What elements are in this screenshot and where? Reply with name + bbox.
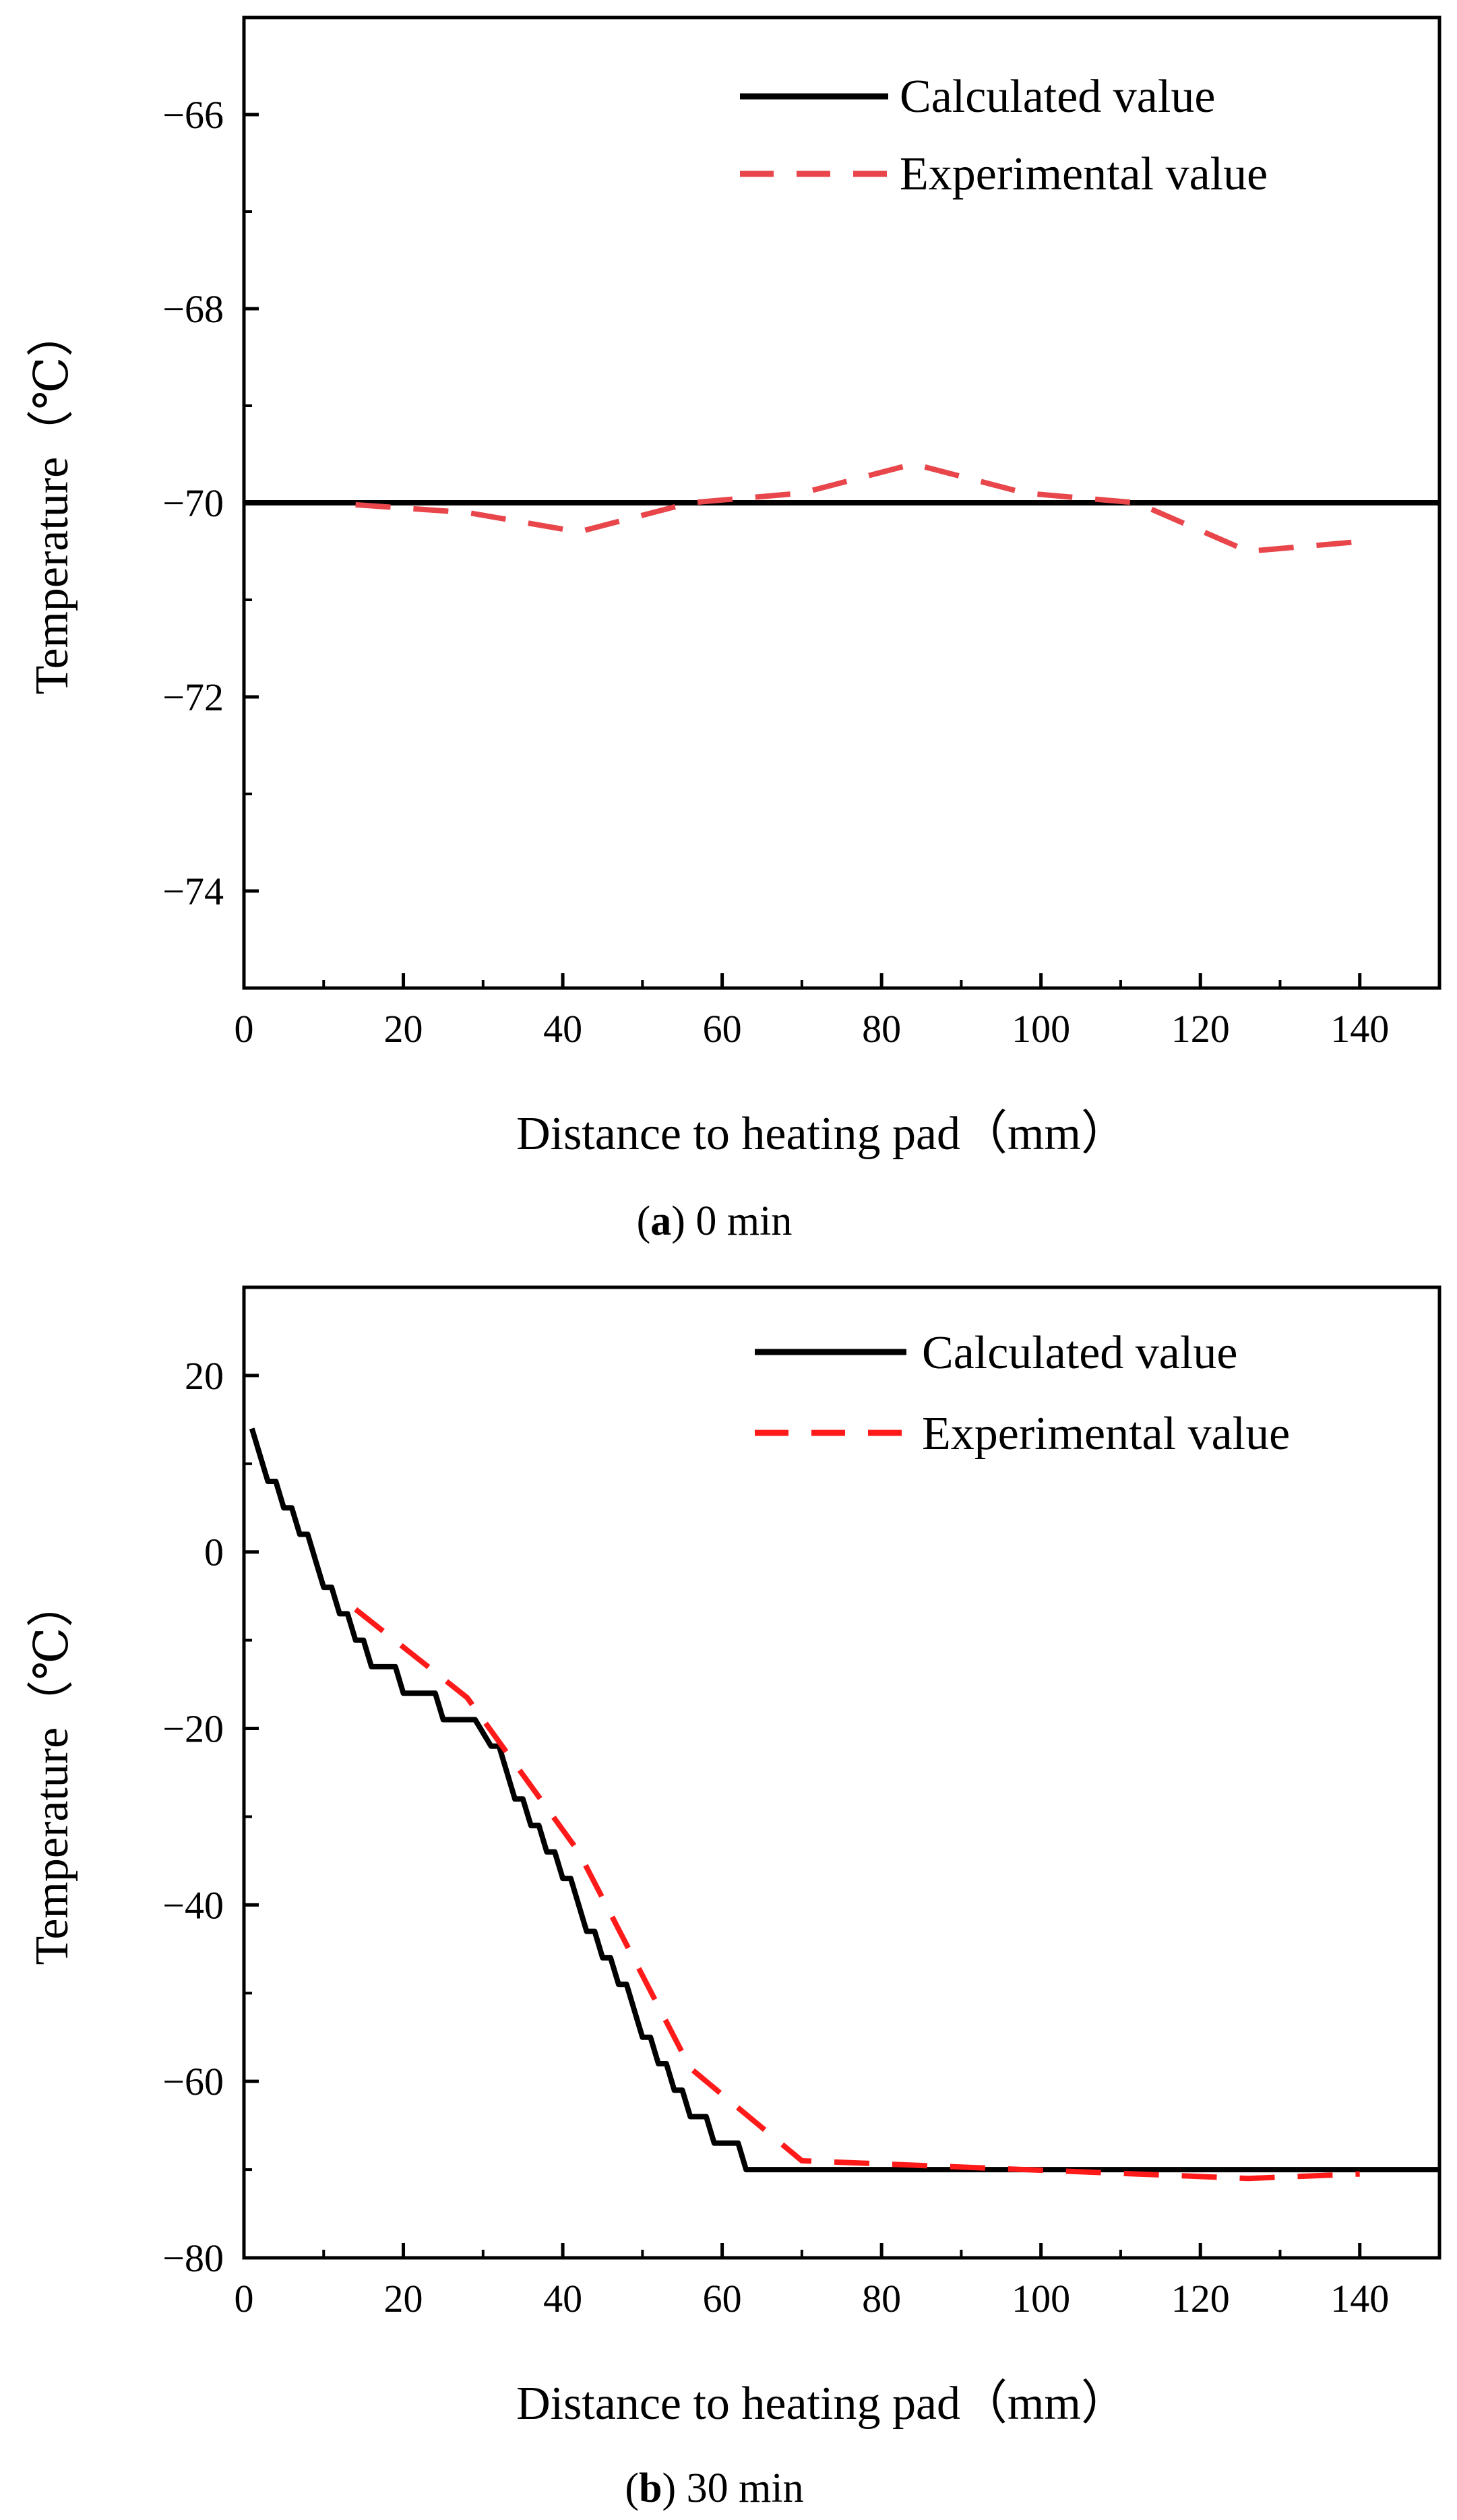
chart-b-series-calculated — [249, 1427, 1440, 2173]
y-tick-label: −74 — [162, 869, 224, 913]
y-tick-label: 20 — [185, 1354, 224, 1398]
chart-panel-a: 0 20 40 60 80 100 120 140 −66 −68 −70 −72 −74 Calcu… — [26, 16, 1442, 1244]
legend-a-calculated-label: Calculated value — [900, 71, 1215, 123]
x-tick-label: 140 — [1330, 2277, 1389, 2321]
x-tick-label: 60 — [703, 1007, 742, 1051]
legend-a-experimental-label: Experimental value — [900, 148, 1268, 200]
x-tick-label: 0 — [235, 2277, 254, 2321]
x-tick-label: 80 — [862, 1007, 901, 1051]
chart-b-legend: Calculated value Experimental value — [755, 1327, 1290, 1460]
chart-b-xlabel: Distance to heating pad（mm） — [516, 2378, 1128, 2430]
chart-a-plot-frame — [242, 16, 1442, 990]
chart-a-ylabel: Temperature（℃） — [26, 310, 78, 695]
chart-a-ticks-x: 0 20 40 60 80 100 120 140 — [235, 973, 1389, 1051]
series-line-experimental — [354, 1607, 1360, 2182]
x-tick-label: 100 — [1012, 2277, 1070, 2321]
y-tick-label: −72 — [162, 675, 224, 719]
y-tick-label: −66 — [162, 93, 224, 137]
y-tick-label: −80 — [162, 2236, 224, 2280]
y-tick-label: −70 — [162, 481, 224, 525]
chart-b-plot-frame — [242, 1285, 1442, 2260]
chart-a-series-experimental — [355, 461, 1361, 554]
series-line-experimental — [355, 461, 1361, 554]
y-tick-label: −20 — [162, 1707, 224, 1751]
chart-b-ylabel: Temperature（℃） — [26, 1580, 78, 1965]
chart-a-legend: Calculated value Experimental value — [740, 71, 1268, 200]
chart-a-ticks-y: −66 −68 −70 −72 −74 — [162, 93, 259, 913]
x-tick-label: 120 — [1171, 1007, 1230, 1051]
chart-b-series-experimental — [354, 1607, 1360, 2182]
x-tick-label: 40 — [543, 2277, 582, 2321]
x-tick-label: 20 — [384, 2277, 423, 2321]
chart-b-ticks-x: 0 20 40 60 80 100 120 140 — [235, 2243, 1389, 2321]
legend-b-experimental-label: Experimental value — [922, 1408, 1290, 1460]
y-tick-label: −40 — [162, 1883, 224, 1927]
x-tick-label: 20 — [384, 1007, 423, 1051]
chart-panel-b: 0 20 40 60 80 100 120 140 20 0 −20 −40 −60 −80 Calcu… — [26, 1285, 1442, 2511]
series-line-calculated — [249, 1427, 1439, 2173]
x-tick-label: 100 — [1012, 1007, 1070, 1051]
chart-a-xlabel: Distance to heating pad（mm） — [516, 1108, 1128, 1160]
y-tick-label: −68 — [162, 287, 224, 331]
x-tick-label: 0 — [235, 1007, 254, 1051]
x-tick-label: 120 — [1171, 2277, 1230, 2321]
x-tick-label: 80 — [862, 2277, 901, 2321]
chart-b-ticks-y: 20 0 −20 −40 −60 −80 — [162, 1354, 259, 2280]
x-tick-label: 60 — [703, 2277, 742, 2321]
chart-b-caption: (b) 30 min — [625, 2465, 803, 2511]
legend-b-calculated-label: Calculated value — [922, 1327, 1237, 1379]
x-tick-label: 40 — [543, 1007, 582, 1051]
chart-a-caption: (a) 0 min — [637, 1198, 793, 1244]
x-tick-label: 140 — [1330, 1007, 1389, 1051]
y-tick-label: −60 — [162, 2060, 224, 2103]
y-tick-label: 0 — [204, 1531, 224, 1574]
